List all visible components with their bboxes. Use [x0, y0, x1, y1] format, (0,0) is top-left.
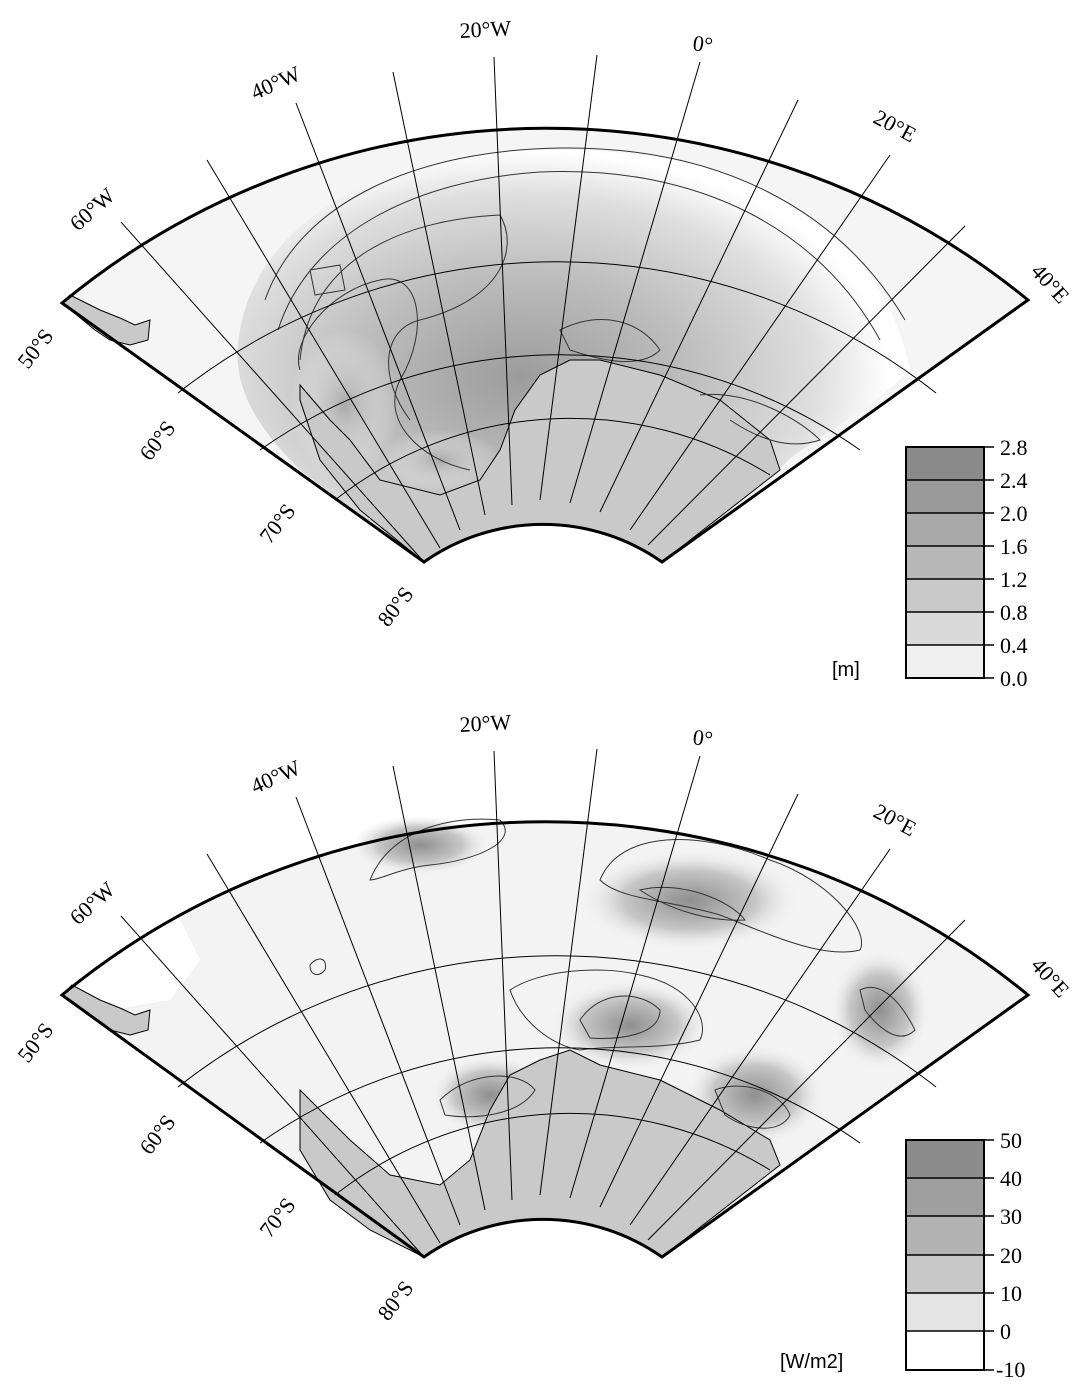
bottom-colorbar: 50 40 30 20 10 0 -10 [W/m2]	[780, 1128, 1025, 1382]
bottom-colorbar-tick: 10	[1000, 1281, 1022, 1306]
bottom-contour	[309, 958, 327, 976]
top-colorbar-band	[906, 546, 984, 579]
top-contour	[299, 214, 508, 421]
bottom-lat-label: 60°S	[134, 1110, 180, 1159]
bottom-lat-label: 50°S	[12, 1018, 58, 1067]
bottom-contour	[439, 1075, 536, 1118]
top-frame	[59, 126, 1031, 564]
bottom-lat-label: 80°S	[372, 1276, 418, 1325]
bottom-negative-flux-region	[62, 900, 200, 1010]
bottom-colorbar-tick: 30	[1000, 1204, 1022, 1229]
bottom-lon-label: 0°	[691, 724, 714, 752]
bottom-flux-maximum	[580, 850, 800, 950]
top-lat-label: 60°S	[134, 416, 180, 465]
bottom-flux-maximum	[550, 980, 710, 1070]
top-colorbar-tick: 0.4	[1000, 633, 1028, 658]
top-colorbar-band	[906, 480, 984, 513]
top-colorbar: 2.8 2.4 2.0 1.6 1.2 0.8 0.4 0.0 [m]	[832, 435, 1028, 691]
bottom-colorbar-tick: -10	[996, 1357, 1025, 1382]
bottom-colorbar-tick: 0	[1000, 1319, 1011, 1344]
top-colorbar-tick: 1.2	[1000, 567, 1028, 592]
top-lon-label: 60°W	[65, 182, 120, 235]
bottom-colorbar-band	[906, 1293, 984, 1331]
bottom-contour	[638, 886, 746, 921]
top-lon-label: 40°W	[247, 61, 304, 105]
bottom-colorbar-unit: [W/m2]	[780, 1351, 843, 1373]
bottom-contour	[859, 986, 916, 1037]
bottom-contour	[509, 969, 703, 1051]
top-contour	[309, 264, 346, 296]
top-colorbar-band	[906, 447, 984, 480]
top-lat-label: 80°S	[372, 582, 418, 631]
bottom-flux-maximum	[350, 815, 490, 875]
top-lon-label: 20°E	[870, 104, 921, 147]
bottom-flux-maximum	[830, 950, 930, 1070]
top-colorbar-tick: 2.4	[1000, 468, 1028, 493]
bottom-colorbar-frame	[905, 1139, 985, 1371]
top-map: 60°W 40°W 20°W 0° 20°E 40°E 50°S 60°S 70…	[12, 15, 1074, 631]
bottom-lon-label: 40°E	[1026, 953, 1074, 1003]
top-colorbar-frame	[905, 446, 985, 679]
bottom-colorbar-band	[906, 1255, 984, 1293]
top-colorbar-tick: 2.0	[1000, 501, 1028, 526]
bottom-lat-label: 70°S	[254, 1193, 300, 1242]
top-colorbar-tick: 0.0	[1000, 666, 1028, 691]
top-contour	[264, 147, 906, 321]
bottom-frame	[59, 820, 1031, 1259]
bottom-lon-label: 20°W	[459, 709, 512, 737]
bottom-colorbar-band	[906, 1178, 984, 1216]
top-contour	[277, 170, 881, 341]
bottom-colorbar-tick: 40	[1000, 1166, 1022, 1191]
bottom-contour	[714, 1085, 791, 1129]
bottom-colorbar-band	[906, 1140, 984, 1178]
top-lat-label: 50°S	[12, 324, 58, 373]
top-colorbar-band	[906, 579, 984, 612]
top-colorbar-tick: 0.8	[1000, 600, 1028, 625]
bottom-contour	[599, 839, 862, 953]
bottom-map: 60°W 40°W 20°W 0° 20°E 40°E 50°S 60°S 70…	[12, 709, 1074, 1325]
top-south-america-land	[61, 294, 151, 346]
top-colorbar-tick: 1.6	[1000, 534, 1028, 559]
bottom-colorbar-tick: 50	[1000, 1128, 1022, 1153]
top-contour	[559, 319, 661, 362]
top-contour	[699, 393, 821, 445]
top-lon-label: 0°	[691, 30, 714, 58]
bottom-colorbar-band	[906, 1331, 984, 1370]
top-colorbar-tick: 2.8	[1000, 435, 1028, 460]
bottom-lon-label: 20°E	[870, 798, 921, 841]
top-lat-label: 70°S	[254, 499, 300, 548]
bottom-colorbar-tick: 20	[1000, 1243, 1022, 1268]
top-colorbar-band	[906, 612, 984, 645]
top-lon-label: 20°W	[459, 15, 512, 43]
top-colorbar-band	[906, 513, 984, 546]
bottom-colorbar-band	[906, 1216, 984, 1255]
top-lon-label: 40°E	[1026, 259, 1074, 309]
top-colorbar-band	[906, 645, 984, 678]
top-colorbar-unit: [m]	[832, 659, 860, 681]
bottom-contour	[579, 995, 661, 1039]
top-contour	[298, 278, 471, 471]
bottom-lon-label: 40°W	[247, 755, 304, 799]
